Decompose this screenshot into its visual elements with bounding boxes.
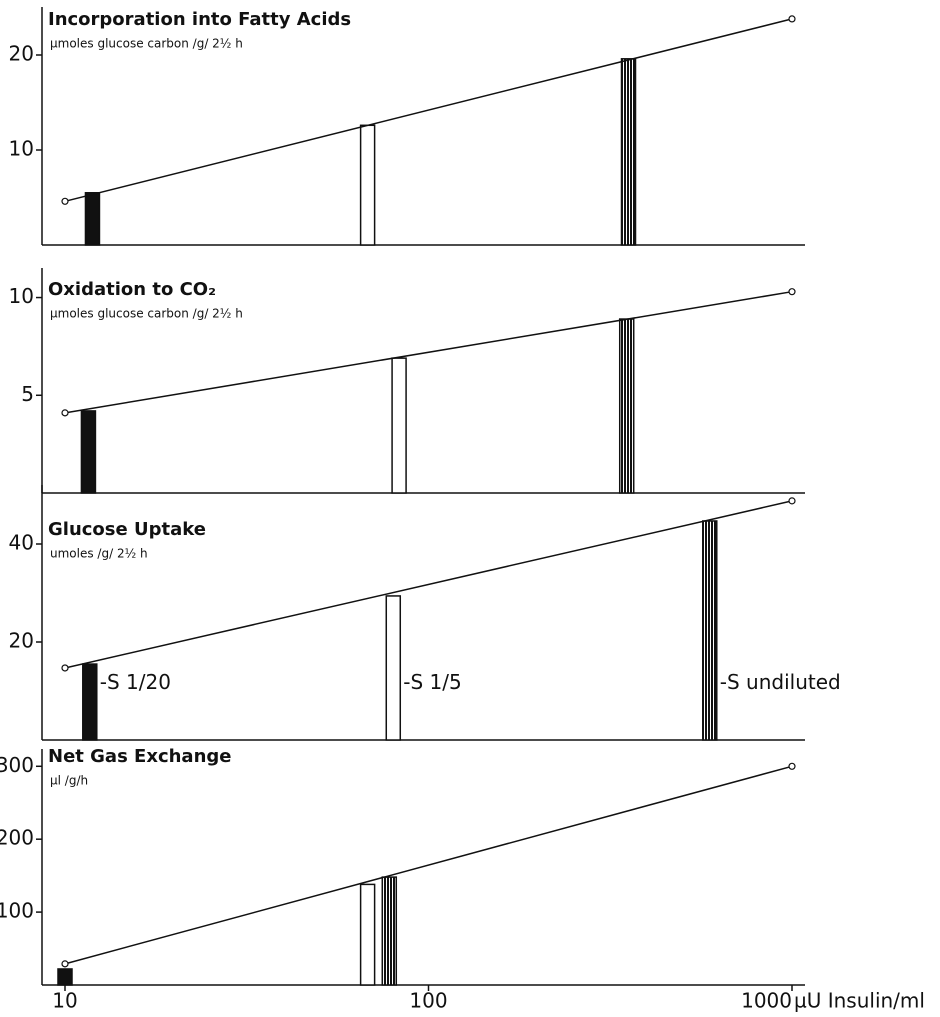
y-tick-label: 5 xyxy=(21,382,34,406)
panel-unit: umoles /g/ 2½ h xyxy=(50,547,148,561)
standard-point xyxy=(788,288,796,296)
bar xyxy=(359,124,376,246)
x-axis-label: µU Insulin/ml xyxy=(794,989,925,1013)
standard-line xyxy=(64,290,793,414)
y-tick-label: 300 xyxy=(0,753,34,777)
bar xyxy=(381,876,398,986)
bar-label: -S 1/20 xyxy=(100,670,171,694)
standard-point xyxy=(788,762,796,770)
y-tick-label: 100 xyxy=(0,899,34,923)
panel-title: Incorporation into Fatty Acids xyxy=(48,9,351,30)
y-tick-label: 10 xyxy=(9,137,34,161)
bar xyxy=(618,318,635,494)
standard-point xyxy=(788,15,796,23)
standard-point xyxy=(788,497,796,505)
bar xyxy=(359,883,376,986)
y-tick-label: 20 xyxy=(9,629,34,653)
standard-line xyxy=(64,18,793,203)
x-tick-label: 100 xyxy=(409,989,447,1013)
standard-point xyxy=(61,664,69,672)
bar xyxy=(702,520,718,741)
bar-label: -S undiluted xyxy=(720,670,841,694)
panel-unit: µl /g/h xyxy=(50,774,88,788)
bar xyxy=(80,410,97,494)
standard-point xyxy=(61,960,69,968)
panel-title: Oxidation to CO₂ xyxy=(48,279,216,300)
y-tick-label: 200 xyxy=(0,826,34,850)
panel-unit: µmoles glucose carbon /g/ 2½ h xyxy=(50,307,243,321)
x-tick-label: 1000 xyxy=(741,989,792,1013)
y-tick-label: 40 xyxy=(9,531,34,555)
y-tick-label: 20 xyxy=(9,42,34,66)
standard-point xyxy=(61,409,69,417)
panel-unit: µmoles glucose carbon /g/ 2½ h xyxy=(50,37,243,51)
standard-point xyxy=(61,197,69,205)
bar-label: -S 1/5 xyxy=(403,670,461,694)
x-tick-label: 10 xyxy=(52,989,77,1013)
standard-line xyxy=(64,500,793,669)
bar xyxy=(385,595,402,741)
y-tick-label: 10 xyxy=(9,284,34,308)
bar xyxy=(620,58,637,246)
bar xyxy=(84,192,101,246)
bar xyxy=(57,968,73,986)
bar xyxy=(82,663,98,741)
panel-title: Net Gas Exchange xyxy=(48,746,232,767)
standard-line xyxy=(64,765,793,965)
bar xyxy=(391,357,407,494)
panel-title: Glucose Uptake xyxy=(48,519,206,540)
